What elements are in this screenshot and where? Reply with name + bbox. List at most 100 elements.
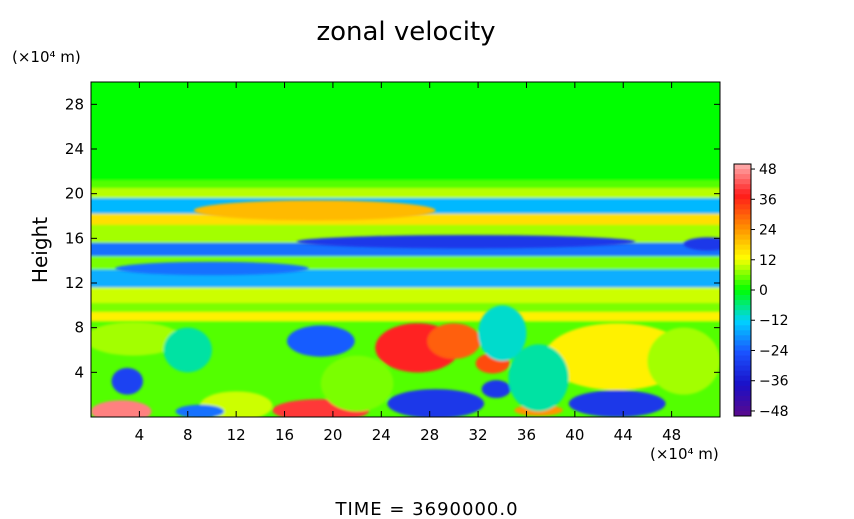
heatmap-layer xyxy=(91,287,720,304)
colorbar-tick-label: 0 xyxy=(759,283,768,299)
y-tick-label: 8 xyxy=(74,319,84,337)
colorbar-swatch xyxy=(734,199,751,205)
colorbar: 48 36 24 12 0 −12 −24 −36 −48 xyxy=(733,162,789,420)
colorbar-tick-label: −36 xyxy=(759,374,789,390)
heatmap-feature xyxy=(286,325,355,357)
heatmap-layer xyxy=(91,180,720,189)
colorbar-swatch xyxy=(734,405,751,412)
colorbar-swatch xyxy=(734,179,751,185)
colorbar-swatch xyxy=(734,234,751,240)
colorbar-swatch xyxy=(734,305,751,311)
colorbar-swatch xyxy=(734,219,751,225)
heatmap-layer xyxy=(91,93,720,181)
colorbar-tick-label: 36 xyxy=(759,192,777,208)
y-tick-label: 20 xyxy=(65,185,84,203)
colorbar-swatch xyxy=(734,370,751,377)
colorbar-swatch xyxy=(734,174,751,180)
colorbar-swatch xyxy=(734,224,751,230)
heatmap-feature xyxy=(175,404,225,417)
colorbar-swatch xyxy=(734,229,751,235)
y-tick-label: 12 xyxy=(65,274,84,292)
colorbar-swatch xyxy=(734,310,751,316)
heatmap-plot xyxy=(91,82,720,417)
heatmap-layer xyxy=(91,213,720,225)
colorbar-swatch xyxy=(734,269,751,276)
heatmap-feature xyxy=(683,237,720,251)
colorbar-tick-label: 48 xyxy=(759,162,777,178)
heatmap-feature xyxy=(163,327,212,373)
colorbar-swatch xyxy=(734,365,751,372)
colorbar-swatch xyxy=(734,274,751,281)
heatmap-feature xyxy=(91,400,152,417)
y-tick-label: 28 xyxy=(65,95,84,113)
colorbar-swatch xyxy=(734,335,751,341)
colorbar-swatch xyxy=(734,244,751,251)
x-tick-label: 24 xyxy=(372,426,391,444)
x-axis-unit: (×10⁴ m) xyxy=(650,445,719,463)
heatmap-feature xyxy=(387,389,485,417)
x-tick-label: 20 xyxy=(323,426,342,444)
y-axis-unit: (×10⁴ m) xyxy=(12,48,81,66)
x-tick-label: 32 xyxy=(469,426,488,444)
colorbar-tick-label: −24 xyxy=(759,343,789,359)
heatmap-feature xyxy=(508,344,569,412)
colorbar-swatch xyxy=(734,315,751,321)
colorbar-swatch xyxy=(734,249,751,256)
colorbar-tick-label: 12 xyxy=(759,253,777,269)
y-axis-ticks: 4 8 12 16 20 24 28 xyxy=(65,95,720,381)
heatmap-feature xyxy=(115,261,309,276)
x-tick-label: 36 xyxy=(517,426,536,444)
colorbar-swatch xyxy=(734,284,751,291)
heatmap-features xyxy=(91,200,720,417)
heatmap-feature xyxy=(568,390,666,417)
colorbar-swatch xyxy=(734,350,751,356)
heatmap-layer xyxy=(91,303,720,313)
heatmap-feature xyxy=(320,355,394,412)
colorbar-swatch xyxy=(734,320,751,326)
colorbar-swatch xyxy=(734,300,751,306)
heatmap-feature xyxy=(111,367,144,395)
colorbar-swatch xyxy=(734,410,751,417)
colorbar-swatch xyxy=(734,355,751,361)
colorbar-swatch xyxy=(734,239,751,246)
time-label: TIME = 3690000.0 xyxy=(334,499,518,519)
colorbar-swatch xyxy=(734,395,751,402)
colorbar-swatch xyxy=(734,169,751,175)
y-tick-label: 24 xyxy=(65,140,84,158)
x-tick-label: 40 xyxy=(565,426,584,444)
colorbar-swatch xyxy=(734,164,751,170)
colorbar-tick-label: 24 xyxy=(759,223,777,239)
colorbar-swatch xyxy=(734,345,751,351)
colorbar-swatch xyxy=(734,385,751,392)
colorbar-swatch xyxy=(734,279,751,286)
colorbar-swatch xyxy=(734,380,751,387)
colorbar-swatch xyxy=(734,325,751,331)
colorbar-swatch xyxy=(734,290,751,296)
colorbar-swatch xyxy=(734,259,751,266)
colorbar-swatch xyxy=(734,330,751,336)
colorbar-swatch xyxy=(734,194,751,200)
x-tick-label: 12 xyxy=(227,426,246,444)
x-axis-ticks: 4 8 12 16 20 24 28 32 36 40 44 48 xyxy=(135,82,681,444)
heatmap-feature xyxy=(647,327,720,395)
colorbar-swatch xyxy=(734,295,751,301)
colorbar-swatch xyxy=(734,204,751,210)
colorbar-swatch xyxy=(734,390,751,397)
plot-frame xyxy=(90,81,721,418)
heatmap-layer xyxy=(91,188,720,199)
x-tick-label: 48 xyxy=(662,426,681,444)
heatmap-feature xyxy=(427,323,481,359)
colorbar-swatch xyxy=(734,340,751,346)
x-tick-label: 4 xyxy=(135,426,145,444)
colorbar-tick-label: −12 xyxy=(759,313,789,329)
colorbar-swatch xyxy=(734,184,751,190)
colorbar-tick-label: −48 xyxy=(759,404,789,420)
heatmap-feature xyxy=(193,200,436,221)
heatmap-feature xyxy=(478,305,527,362)
x-tick-label: 28 xyxy=(420,426,439,444)
y-tick-label: 16 xyxy=(65,229,84,247)
x-tick-label: 8 xyxy=(183,426,193,444)
heatmap-feature xyxy=(91,322,182,356)
heatmap-feature xyxy=(296,234,636,249)
